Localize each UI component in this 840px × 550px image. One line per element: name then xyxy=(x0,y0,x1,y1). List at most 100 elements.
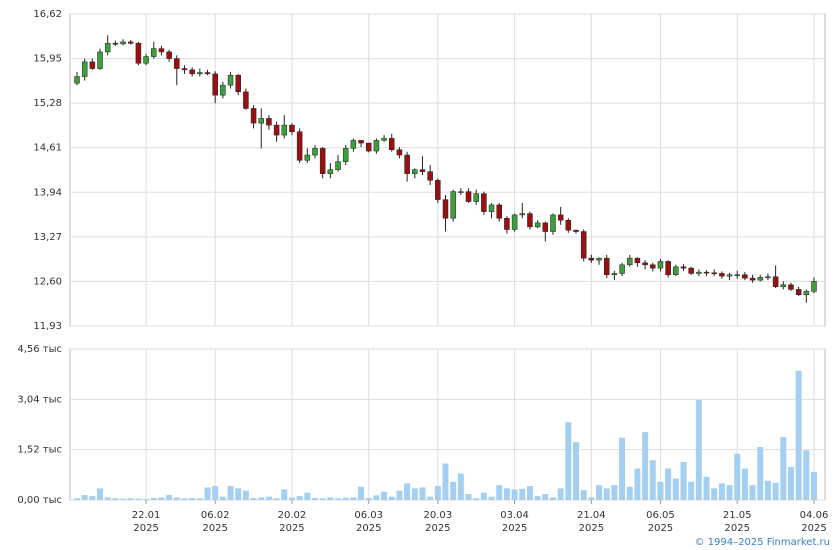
candle-body xyxy=(250,108,257,124)
x-tick-label: 06.03 xyxy=(354,510,383,521)
candle-body xyxy=(81,61,88,77)
volume-bar xyxy=(503,488,510,500)
volume-bar xyxy=(787,466,794,500)
candle-body xyxy=(772,276,779,288)
volume-bar xyxy=(342,497,349,500)
volume-bar xyxy=(780,437,787,500)
candle-body xyxy=(603,257,610,276)
volume-bar xyxy=(741,468,748,500)
candle-body xyxy=(657,261,664,269)
candle-body xyxy=(435,180,441,200)
candle-body xyxy=(335,161,341,170)
candle-body xyxy=(619,264,625,274)
volume-bar xyxy=(642,432,649,500)
volume-bar xyxy=(335,498,342,500)
volume-bar xyxy=(473,498,480,500)
volume-bar xyxy=(626,486,633,500)
volume-bar xyxy=(258,497,265,500)
volume-bar xyxy=(665,468,672,500)
volume-bar xyxy=(212,486,219,500)
x-tick-year: 2025 xyxy=(133,523,158,534)
candle-body xyxy=(665,261,671,276)
volume-bar xyxy=(388,496,395,500)
volume-bar xyxy=(565,422,572,500)
candle-body xyxy=(688,267,694,274)
candle-body xyxy=(611,273,618,276)
candle-body xyxy=(458,191,464,193)
plot-frame xyxy=(69,13,826,327)
candle-body xyxy=(143,56,149,64)
volume-bar xyxy=(772,482,779,500)
candle-body xyxy=(227,74,234,86)
volume-bar xyxy=(496,485,503,500)
volume-bar xyxy=(74,498,80,500)
candle-body xyxy=(135,43,142,64)
candle-body xyxy=(74,76,80,84)
candle-body xyxy=(711,272,717,275)
candle-body xyxy=(757,277,764,281)
candle-body xyxy=(120,41,126,45)
volume-bar xyxy=(227,486,234,500)
volume-bar xyxy=(711,488,718,500)
volume-bar xyxy=(265,496,272,500)
candle-body xyxy=(803,291,810,295)
volume-bar xyxy=(695,399,702,500)
candle-body xyxy=(550,214,556,232)
volume-bar xyxy=(288,497,295,500)
candle-body xyxy=(151,48,157,57)
candle-body xyxy=(511,214,518,230)
volume-bar xyxy=(465,494,472,500)
candle-body xyxy=(319,148,326,174)
x-tick-label: 21.05 xyxy=(723,510,752,521)
volume-bar xyxy=(764,480,771,500)
volume-bar xyxy=(173,497,180,500)
volume-bar xyxy=(542,494,549,500)
x-tick-year: 2025 xyxy=(502,523,527,534)
y-tick-label: 11,93 xyxy=(33,321,62,332)
candle-body xyxy=(127,41,134,44)
x-tick-year: 2025 xyxy=(356,523,381,534)
candle-body xyxy=(527,213,533,228)
x-tick-label: 06.02 xyxy=(201,510,230,521)
candle-body xyxy=(488,204,495,212)
candle-body xyxy=(97,51,103,69)
volume-bar xyxy=(457,473,464,500)
volume-bar xyxy=(350,497,357,500)
candle-body xyxy=(204,72,211,75)
volume-bar xyxy=(273,498,280,500)
candle-body xyxy=(396,149,403,156)
candle-body xyxy=(404,154,410,174)
volume-bar xyxy=(480,492,487,500)
volume-bar xyxy=(811,471,817,500)
candle-body xyxy=(634,257,641,264)
candle-body xyxy=(197,72,203,75)
candle-body xyxy=(642,262,648,266)
candle-body xyxy=(795,289,802,295)
volume-bar xyxy=(104,497,111,500)
candle-body xyxy=(734,274,740,277)
candle-body xyxy=(519,213,526,216)
volume-bar xyxy=(657,481,664,500)
volume-bar xyxy=(365,498,372,500)
volume-bar xyxy=(795,370,802,500)
candle-body xyxy=(573,229,579,232)
candle-body xyxy=(542,222,549,232)
y-tick-label: 3,04 тыс xyxy=(17,394,62,405)
volume-bar xyxy=(596,485,603,500)
candle-body xyxy=(580,231,587,259)
x-tick-label: 21.04 xyxy=(577,510,606,521)
candle-body xyxy=(258,118,264,124)
volume-bar xyxy=(327,497,334,500)
volume-bar xyxy=(89,496,96,500)
volume-bar xyxy=(734,453,741,500)
candle-body xyxy=(358,140,364,144)
volume-bar xyxy=(611,485,618,500)
volume-bar xyxy=(573,442,580,500)
candle-body xyxy=(389,138,395,150)
candle-body xyxy=(174,58,180,69)
candle-body xyxy=(719,273,725,277)
volume-bar xyxy=(281,489,288,500)
volume-bar xyxy=(549,497,556,500)
y-tick-label: 12,60 xyxy=(33,276,62,287)
volume-bar xyxy=(235,488,242,500)
